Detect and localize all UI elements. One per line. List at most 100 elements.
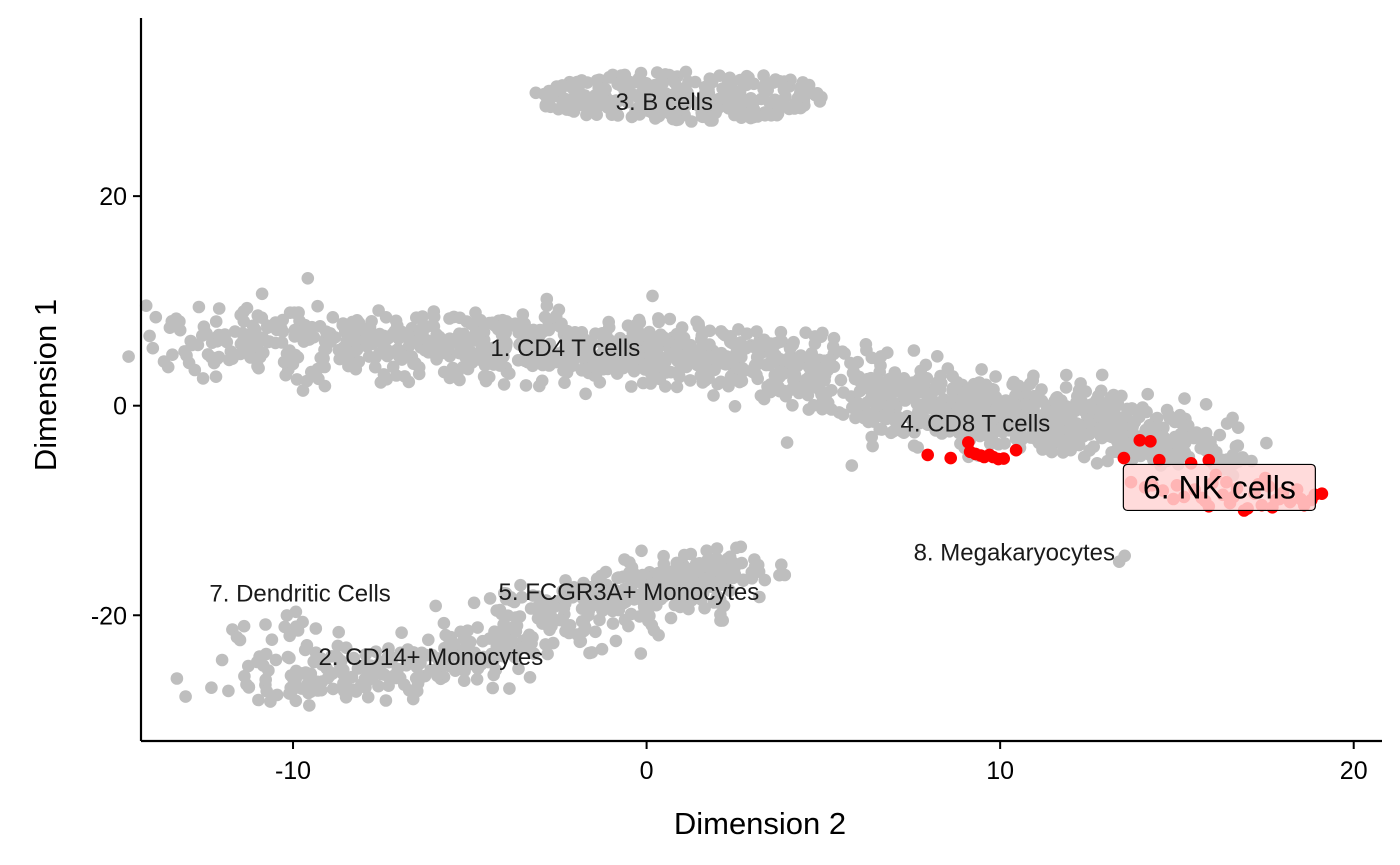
data-point [514, 578, 527, 592]
data-point [721, 93, 734, 107]
data-point [756, 335, 770, 349]
data-point [391, 662, 405, 676]
highlight-point [1117, 451, 1131, 465]
data-point [566, 341, 579, 354]
cluster-labels: 1. CD4 T cells 4. CD8 T cells 3. B cells 2.… [209, 89, 1316, 671]
data-point [906, 376, 920, 389]
data-point [783, 342, 797, 356]
x-axis-title: Dimension 2 [674, 806, 846, 841]
data-point [173, 315, 186, 328]
data-point [280, 609, 294, 622]
highlight-point [997, 452, 1010, 465]
data-point [332, 625, 346, 639]
cluster-points [429, 541, 766, 639]
data-point [907, 344, 921, 357]
data-point [827, 331, 841, 345]
data-point [865, 430, 878, 444]
data-point [808, 337, 822, 351]
data-point [517, 641, 531, 654]
data-point [849, 369, 862, 383]
data-point [325, 650, 338, 663]
data-point [808, 369, 822, 383]
data-point [1210, 445, 1223, 459]
data-point [497, 331, 511, 344]
cluster-label: 2. CD14+ Monocytes [319, 644, 544, 671]
data-point [477, 336, 491, 350]
data-point [778, 568, 792, 582]
x-tick-label: 0 [640, 757, 654, 785]
data-point [253, 650, 266, 663]
data-point [567, 581, 581, 594]
data-point [237, 315, 251, 328]
data-point [486, 681, 500, 695]
data-point [626, 342, 640, 355]
data-point [290, 373, 304, 386]
data-point [656, 76, 670, 90]
data-point [866, 439, 879, 453]
data-point [695, 110, 709, 123]
data-point [539, 638, 552, 651]
data-point [350, 334, 364, 347]
data-point [655, 102, 668, 115]
data-point [920, 372, 934, 385]
data-point [416, 320, 430, 334]
data-point [212, 302, 226, 315]
data-point [431, 331, 445, 345]
data-point [860, 343, 873, 357]
data-point [816, 326, 829, 340]
data-point [774, 325, 788, 339]
data-point [1092, 392, 1105, 406]
data-point [793, 351, 807, 365]
data-point [838, 347, 851, 360]
data-point [242, 681, 256, 694]
data-point [410, 684, 424, 698]
data-point [470, 673, 484, 686]
highlight-point [1315, 487, 1329, 501]
data-point [288, 323, 302, 337]
data-point [730, 344, 744, 358]
data-point [886, 375, 900, 388]
data-point [467, 596, 481, 610]
data-point [553, 613, 566, 627]
data-point [471, 621, 484, 634]
data-point [992, 403, 1005, 416]
data-point [559, 574, 572, 587]
x-axis-ticks: -10 0 10 20 [275, 741, 1368, 785]
data-point [1072, 389, 1086, 402]
data-point [895, 425, 909, 438]
data-point [590, 108, 603, 121]
data-point [586, 350, 599, 364]
data-point [284, 669, 298, 682]
data-point [1220, 417, 1234, 430]
data-point [1083, 444, 1096, 457]
data-point [540, 594, 553, 607]
data-point [310, 679, 324, 693]
data-point [523, 671, 537, 684]
data-point [874, 359, 887, 372]
data-point [209, 370, 223, 384]
data-point [634, 647, 648, 660]
data-point [678, 359, 692, 372]
data-point [618, 553, 631, 566]
data-point [579, 387, 592, 401]
data-point [511, 354, 525, 367]
data-point [1032, 395, 1046, 408]
data-point [270, 323, 284, 337]
data-point [179, 690, 192, 703]
data-point [460, 639, 473, 652]
data-point [845, 459, 859, 472]
data-point [690, 315, 703, 329]
data-point [707, 389, 720, 402]
data-point [782, 352, 795, 365]
data-point [670, 380, 684, 394]
data-point [519, 379, 533, 392]
data-point [712, 575, 725, 589]
data-point [1013, 429, 1027, 443]
data-point [255, 311, 269, 325]
data-point [396, 349, 409, 362]
data-point [602, 321, 616, 334]
data-point [805, 358, 818, 371]
data-point [488, 625, 501, 638]
highlight-point [1202, 453, 1216, 467]
data-point [416, 310, 429, 323]
